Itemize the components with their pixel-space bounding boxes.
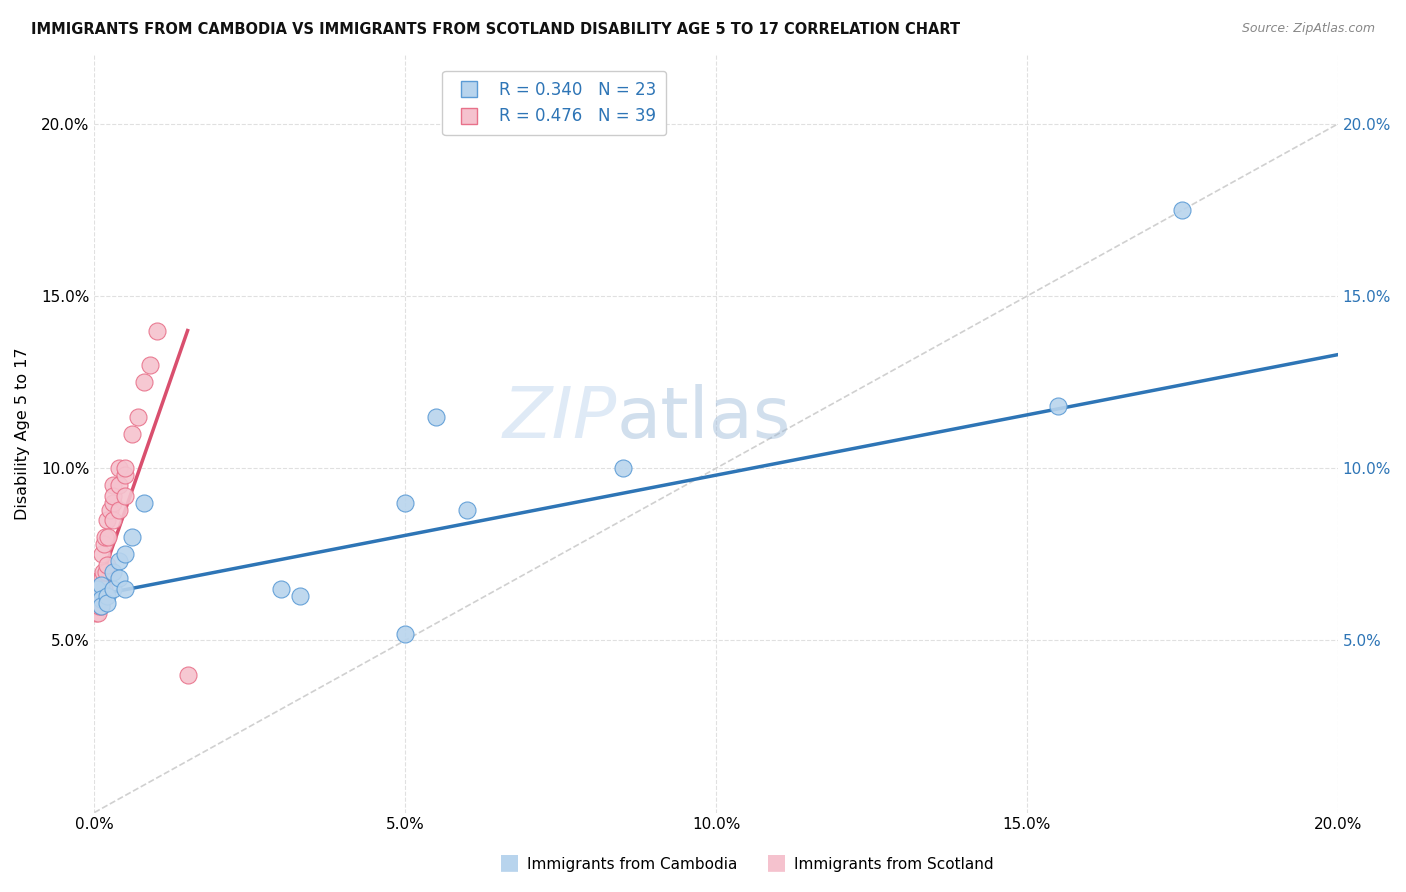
Point	[101, 513, 124, 527]
Point	[101, 489, 124, 503]
Point	[127, 409, 149, 424]
Point	[96, 558, 118, 572]
Point	[114, 547, 136, 561]
Text: Source: ZipAtlas.com: Source: ZipAtlas.com	[1241, 22, 1375, 36]
Point	[87, 599, 110, 613]
Text: IMMIGRANTS FROM CAMBODIA VS IMMIGRANTS FROM SCOTLAND DISABILITY AGE 5 TO 17 CORR: IMMIGRANTS FROM CAMBODIA VS IMMIGRANTS F…	[31, 22, 960, 37]
Point	[114, 461, 136, 475]
Point	[90, 571, 112, 585]
Point	[90, 578, 112, 592]
Point	[101, 478, 124, 492]
Point	[96, 595, 118, 609]
Point	[90, 571, 112, 585]
Point	[121, 426, 143, 441]
Point	[114, 468, 136, 483]
Point	[108, 571, 131, 585]
Point	[1046, 399, 1069, 413]
Text: Immigrants from Cambodia: Immigrants from Cambodia	[527, 857, 738, 872]
Point	[98, 502, 121, 516]
Point	[86, 592, 108, 607]
Point	[139, 358, 162, 372]
Point	[270, 582, 292, 596]
Point	[288, 589, 311, 603]
Point	[96, 513, 118, 527]
Point	[108, 461, 131, 475]
Text: ■: ■	[766, 853, 787, 872]
Point	[97, 530, 120, 544]
Point	[425, 409, 447, 424]
Point	[89, 582, 111, 596]
Point	[94, 530, 117, 544]
Point	[86, 582, 108, 596]
Point	[101, 582, 124, 596]
Point	[90, 599, 112, 613]
Text: atlas: atlas	[617, 384, 792, 453]
Legend: R = 0.340   N = 23, R = 0.476   N = 39: R = 0.340 N = 23, R = 0.476 N = 39	[443, 71, 666, 136]
Point	[101, 496, 124, 510]
Point	[114, 489, 136, 503]
Point	[89, 592, 111, 607]
Point	[108, 554, 131, 568]
Point	[456, 502, 478, 516]
Point	[176, 668, 198, 682]
Point	[101, 565, 124, 579]
Point	[93, 582, 115, 596]
Text: ZIP: ZIP	[502, 384, 617, 453]
Point	[114, 582, 136, 596]
Point	[90, 592, 112, 607]
Point	[93, 537, 115, 551]
Y-axis label: Disability Age 5 to 17: Disability Age 5 to 17	[15, 348, 30, 520]
Point	[96, 589, 118, 603]
Text: ■: ■	[499, 853, 520, 872]
Point	[87, 606, 110, 620]
Point	[394, 496, 416, 510]
Point	[108, 478, 131, 492]
Point	[394, 626, 416, 640]
Point	[84, 599, 107, 613]
Point	[86, 599, 108, 613]
Point	[612, 461, 634, 475]
Point	[91, 547, 114, 561]
Point	[108, 502, 131, 516]
Text: Immigrants from Scotland: Immigrants from Scotland	[794, 857, 994, 872]
Point	[121, 530, 143, 544]
Point	[90, 582, 112, 596]
Point	[145, 324, 167, 338]
Point	[132, 496, 155, 510]
Point	[84, 606, 107, 620]
Point	[90, 599, 112, 613]
Point	[1171, 202, 1194, 217]
Point	[132, 375, 155, 389]
Point	[86, 582, 108, 596]
Point	[91, 565, 114, 579]
Point	[94, 565, 117, 579]
